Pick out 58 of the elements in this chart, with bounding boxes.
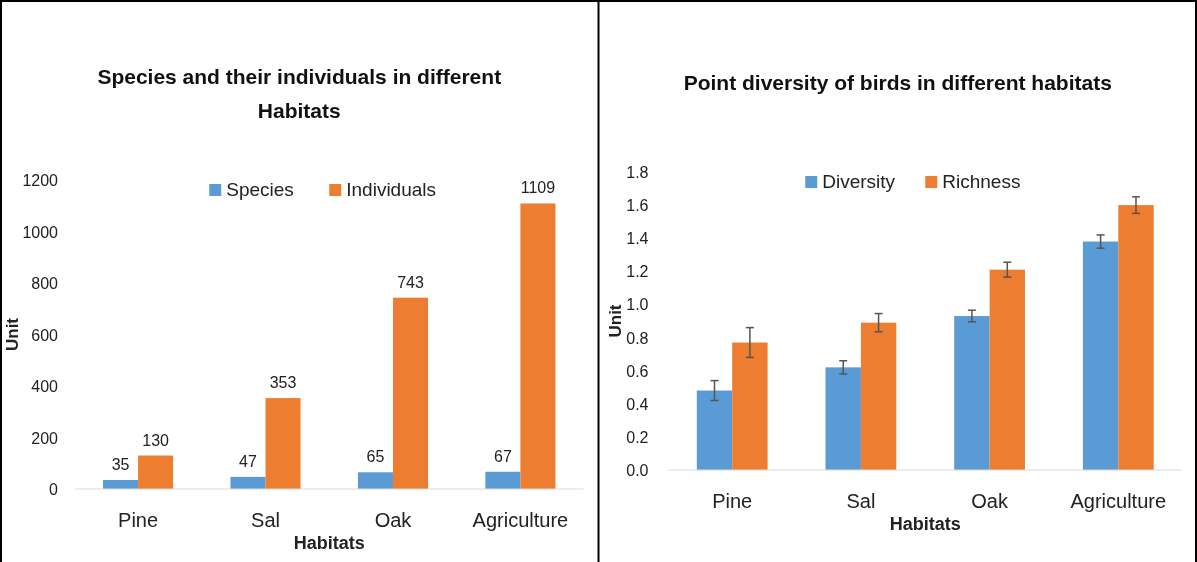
- bar: [138, 455, 174, 489]
- bar: [732, 342, 768, 470]
- x-tick-label: Oak: [374, 509, 413, 531]
- y-tick-label: 600: [31, 326, 59, 344]
- data-label: 47: [239, 452, 257, 470]
- bar: [357, 472, 393, 489]
- x-tick-label: Agriculture: [472, 509, 569, 531]
- y-tick-label: 1.0: [626, 296, 649, 314]
- y-tick-label: 0.0: [626, 462, 649, 479]
- bar: [696, 390, 733, 470]
- bar: [520, 203, 556, 489]
- bar: [989, 269, 1025, 470]
- bar: [485, 471, 521, 489]
- bar: [954, 316, 990, 470]
- y-tick-label: 0.4: [626, 395, 649, 413]
- legend-label: Richness: [942, 171, 1021, 192]
- y-tick-label: 400: [31, 378, 59, 395]
- bar: [1118, 205, 1154, 470]
- bar: [860, 322, 897, 470]
- data-label: 743: [397, 273, 424, 291]
- y-tick-label: 0.6: [626, 362, 649, 380]
- data-label: 130: [142, 431, 170, 449]
- bar: [825, 367, 861, 470]
- bar: [230, 476, 266, 489]
- bar: [392, 297, 429, 489]
- y-tick-label: 1.4: [626, 230, 649, 248]
- y-tick-label: 1200: [22, 172, 59, 189]
- legend-label: Diversity: [822, 171, 896, 192]
- data-label: 65: [366, 448, 385, 466]
- y-tick-label: 1.2: [626, 263, 649, 281]
- x-tick-label: Oak: [971, 490, 1009, 512]
- x-axis-title: Habitats: [889, 514, 961, 534]
- x-tick-label: Sal: [251, 509, 280, 531]
- legend-label: Species: [226, 179, 294, 200]
- data-label: 353: [269, 374, 297, 392]
- chart-title: Point diversity of birds in different habitats: [683, 71, 1112, 94]
- x-tick-label: Sal: [846, 490, 876, 512]
- bar: [265, 398, 301, 489]
- data-label: 67: [493, 447, 512, 465]
- y-tick-label: 0: [49, 481, 59, 498]
- data-label: 1109: [520, 179, 556, 197]
- x-axis-title: Habitats: [293, 533, 365, 553]
- y-tick-label: 0.2: [626, 428, 649, 446]
- y-tick-label: 800: [31, 275, 59, 292]
- data-label: 35: [111, 455, 130, 473]
- y-tick-label: 1.6: [626, 197, 649, 215]
- x-tick-label: Agriculture: [1070, 490, 1167, 512]
- chart-title: Species and their individuals in different Habitats: [97, 65, 502, 122]
- y-tick-label: 1.8: [626, 164, 649, 181]
- x-tick-label: Pine: [118, 509, 159, 531]
- y-tick-label: 0.8: [626, 329, 649, 347]
- y-axis-title: Unit: [605, 304, 625, 338]
- y-axis-title: Unit: [3, 317, 22, 352]
- x-tick-label: Pine: [712, 490, 753, 512]
- bar: [1082, 241, 1119, 470]
- legend-label: Individuals: [346, 179, 437, 200]
- y-tick-label: 1000: [22, 223, 59, 241]
- y-tick-label: 200: [31, 429, 59, 447]
